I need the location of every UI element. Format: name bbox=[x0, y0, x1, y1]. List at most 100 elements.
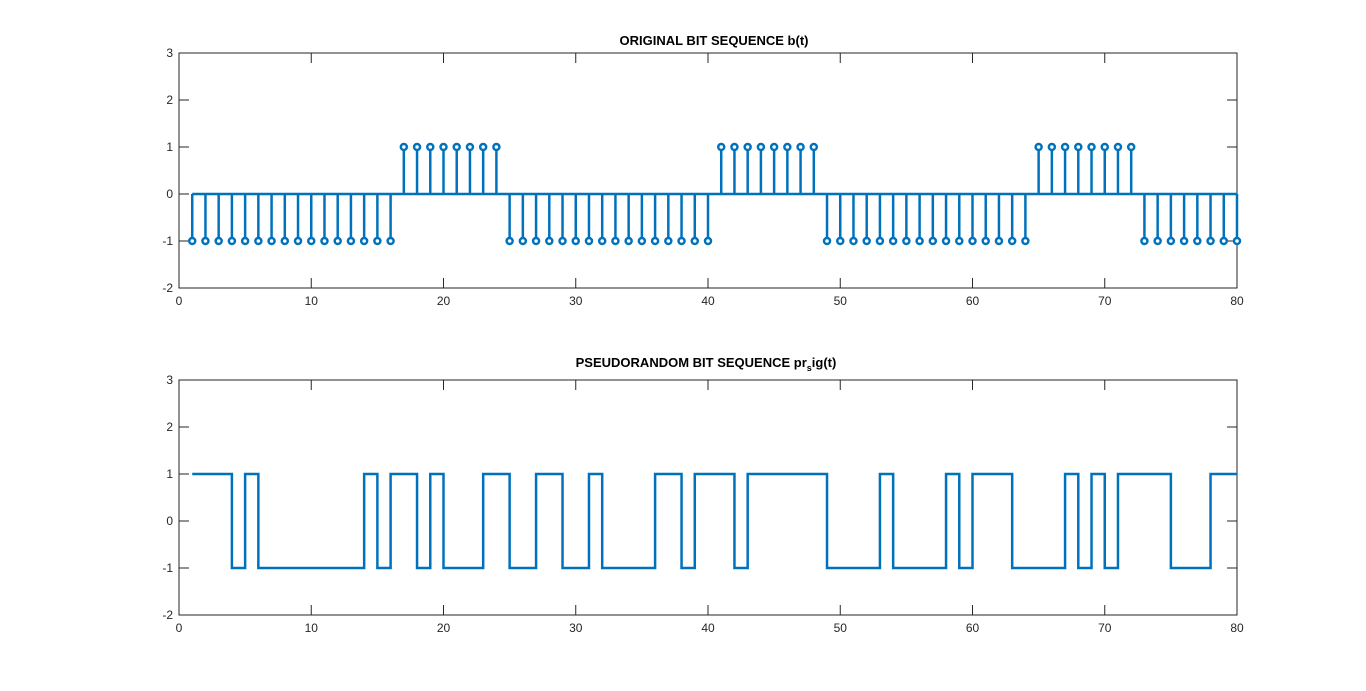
chart-original-bits-stem-marker bbox=[531, 236, 541, 246]
chart-original-bits-stem-marker bbox=[254, 236, 263, 246]
chart-original-bits-stem-marker bbox=[201, 236, 210, 246]
chart-pseudorandom-bits-xtick-label: 60 bbox=[966, 621, 980, 635]
chart-pseudorandom-bits-xtick-label: 10 bbox=[305, 621, 319, 635]
chart-original-bits-stem-marker bbox=[875, 236, 885, 246]
chart-original-bits-ytick-label: 2 bbox=[166, 93, 173, 107]
chart-original-bits-stem-marker bbox=[293, 236, 303, 246]
chart-original-bits-stem-marker bbox=[280, 236, 290, 246]
chart-original-bits-ytick-label: -1 bbox=[162, 234, 173, 248]
chart-original-bits-stem-marker bbox=[558, 236, 567, 246]
chart-original-bits-stem-marker bbox=[664, 236, 673, 246]
chart-pseudorandom-bits-xtick-label: 70 bbox=[1098, 621, 1112, 635]
chart-original-bits-stem-marker bbox=[769, 142, 779, 152]
chart-original-bits-stem-marker bbox=[227, 236, 237, 246]
chart-original-bits-ytick-label: 0 bbox=[166, 187, 173, 201]
chart-pseudorandom-bits-title-main: PSEUDORANDOM BIT SEQUENCE pr bbox=[576, 355, 807, 370]
chart-original-bits-stem-marker bbox=[928, 236, 938, 246]
chart-original-bits-stem-marker bbox=[214, 236, 223, 246]
chart-original-bits-stem-marker bbox=[1060, 142, 1070, 152]
chart-original-bits-stem-marker bbox=[730, 142, 739, 152]
chart-original-bits-stem-marker bbox=[1100, 142, 1109, 152]
chart-pseudorandom-bits: PSEUDORANDOM BIT SEQUENCE prsig(t) 0 10 20… bbox=[162, 355, 1244, 635]
chart-pseudorandom-bits-xtick-label: 20 bbox=[437, 621, 451, 635]
chart-original-bits-stem-marker bbox=[1021, 236, 1030, 246]
chart-original-bits-stem-marker bbox=[703, 236, 713, 246]
chart-original-bits-stem-marker bbox=[809, 142, 819, 152]
chart-original-bits-xtick-label: 30 bbox=[569, 294, 583, 308]
chart-original-bits-stem-marker bbox=[1206, 236, 1215, 246]
chart-pseudorandom-bits-xtick-label: 50 bbox=[834, 621, 848, 635]
chart-original-bits-stem-marker bbox=[1179, 236, 1189, 246]
chart-original-bits-stem-marker bbox=[968, 236, 977, 246]
chart-pseudorandom-bits-ytick-label: 2 bbox=[166, 420, 173, 434]
chart-original-bits-stem-marker bbox=[1193, 236, 1202, 246]
chart-original-bits-axes bbox=[178, 52, 1238, 289]
chart-original-bits-stem-marker bbox=[399, 142, 409, 152]
chart-original-bits-marks bbox=[187, 142, 1242, 246]
chart-pseudorandom-bits-title-tail: ig(t) bbox=[812, 355, 837, 370]
chart-original-bits-stem-marker bbox=[267, 236, 276, 246]
chart-original-bits-stem-marker bbox=[822, 236, 832, 246]
chart-original-bits-stem-marker bbox=[478, 142, 488, 152]
chart-original-bits-stem-marker bbox=[783, 142, 792, 152]
chart-pseudorandom-bits-title: PSEUDORANDOM BIT SEQUENCE prsig(t) bbox=[576, 355, 837, 373]
chart-original-bits-xtick-label: 40 bbox=[701, 294, 715, 308]
chart-original-bits-stem-marker bbox=[902, 236, 911, 246]
chart-original-bits-stem-marker bbox=[941, 236, 951, 246]
chart-original-bits-stem-marker bbox=[637, 236, 647, 246]
chart-original-bits-stem-marker bbox=[611, 236, 620, 246]
chart-original-bits-stem-marker bbox=[624, 236, 633, 246]
chart-original-bits-stem-marker bbox=[307, 236, 316, 246]
chart-pseudorandom-bits-ytick-label: -1 bbox=[162, 561, 173, 575]
chart-original-bits-stem-marker bbox=[650, 236, 660, 246]
chart-original-bits-stem-marker bbox=[1166, 236, 1176, 246]
chart-original-bits-stem-marker bbox=[1047, 142, 1057, 152]
chart-original-bits-stem-marker bbox=[677, 236, 686, 246]
chart-original-bits-xtick-label: 70 bbox=[1098, 294, 1112, 308]
chart-original-bits-stem-marker bbox=[888, 236, 898, 246]
chart-original-bits-xtick-label: 80 bbox=[1230, 294, 1244, 308]
chart-original-bits-stem-marker bbox=[743, 142, 752, 152]
chart-original-bits-stem-marker bbox=[571, 236, 580, 246]
chart-pseudorandom-bits-ytick-label: 3 bbox=[166, 373, 173, 387]
chart-original-bits-stem-marker bbox=[796, 142, 805, 152]
chart-original-bits-stem-marker bbox=[465, 142, 475, 152]
chart-pseudorandom-bits-ticks: 0 10 20 30 40 50 60 70 80 -2 -1 0 1 2 3 bbox=[162, 373, 1244, 635]
chart-original-bits-stem-marker bbox=[1140, 236, 1149, 246]
chart-pseudorandom-bits-xtick-label: 40 bbox=[701, 621, 715, 635]
chart-original-bits-ytick-label: 1 bbox=[166, 140, 173, 154]
chart-pseudorandom-bits-marks bbox=[192, 472, 1237, 570]
chart-original-bits-stem-marker bbox=[412, 142, 422, 152]
chart-original-bits: ORIGINAL BIT SEQUENCE b(t) 0 10 20 30 40 50 60… bbox=[162, 33, 1244, 308]
chart-pseudorandom-bits-ytick-label: 1 bbox=[166, 467, 173, 481]
chart-original-bits-stem-marker bbox=[187, 236, 197, 246]
chart-original-bits-stem-marker bbox=[915, 236, 924, 246]
chart-original-bits-stem-marker bbox=[862, 236, 871, 246]
chart-original-bits-stem-marker bbox=[1232, 236, 1242, 246]
chart-original-bits-stem-marker bbox=[994, 236, 1004, 246]
chart-pseudorandom-bits-stairs-line bbox=[192, 472, 1237, 570]
chart-original-bits-stem-marker bbox=[346, 236, 356, 246]
chart-original-bits-stem-marker bbox=[597, 236, 607, 246]
chart-original-bits-ticks: 0 10 20 30 40 50 60 70 80 -2 -1 0 1 2 3 bbox=[162, 46, 1244, 308]
chart-original-bits-stem-marker bbox=[1219, 236, 1229, 246]
chart-original-bits-stem-marker bbox=[452, 142, 461, 152]
chart-pseudorandom-bits-ytick-label: -2 bbox=[162, 608, 173, 622]
chart-original-bits-xtick-label: 0 bbox=[176, 294, 183, 308]
chart-original-bits-stem-marker bbox=[1113, 142, 1123, 152]
chart-original-bits-xtick-label: 10 bbox=[305, 294, 319, 308]
chart-original-bits-stem-marker bbox=[1034, 142, 1043, 152]
chart-original-bits-stem-marker bbox=[240, 236, 250, 246]
chart-original-bits-stem-marker bbox=[545, 236, 554, 246]
chart-original-bits-stem-marker bbox=[439, 142, 448, 152]
chart-original-bits-stem-marker bbox=[849, 236, 858, 246]
chart-original-bits-stem-marker bbox=[505, 236, 514, 246]
chart-original-bits-stem-marker bbox=[373, 236, 382, 246]
chart-original-bits-stem-marker bbox=[1153, 236, 1162, 246]
chart-original-bits-stem-marker bbox=[1087, 142, 1096, 152]
chart-original-bits-ytick-label: 3 bbox=[166, 46, 173, 60]
chart-original-bits-stem-marker bbox=[981, 236, 990, 246]
chart-original-bits-stem-marker bbox=[756, 142, 766, 152]
chart-original-bits-xtick-label: 60 bbox=[966, 294, 980, 308]
chart-pseudorandom-bits-title-sub: s bbox=[807, 363, 812, 373]
